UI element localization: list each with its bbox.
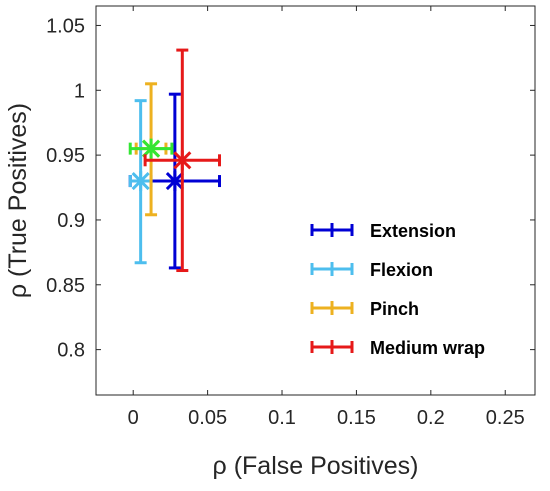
legend-entry-extension: Extension [310, 221, 456, 241]
legend-label: Pinch [370, 299, 419, 319]
legend-entry-medium-wrap: Medium wrap [310, 338, 485, 358]
axes-box [95, 5, 536, 396]
x-tick-label: 0.15 [337, 407, 376, 429]
x-tick-label: 0 [128, 407, 139, 429]
data-point-marker [131, 171, 150, 192]
data-point-marker [173, 150, 192, 171]
x-tick-label: 0.2 [417, 407, 445, 429]
y-tick-label: 0.85 [46, 275, 85, 297]
series-marks [128, 48, 222, 273]
legend-entry-pinch: Pinch [310, 299, 419, 319]
data-point-marker [165, 171, 184, 192]
x-tick-label: 0.05 [188, 407, 227, 429]
x-axis-label: ρ (False Positives) [213, 452, 419, 480]
x-tick-label: 0.1 [268, 407, 296, 429]
tick-labels: 0 0.05 0.1 0.15 0.2 0.25 0.8 0.85 0.9 0.95 1 1.05 [46, 15, 525, 429]
y-tick-label: 1 [74, 80, 85, 102]
y-tick-label: 0.9 [57, 210, 85, 232]
y-axis-label: ρ (True Positives) [4, 103, 32, 298]
y-tick-label: 1.05 [46, 15, 85, 37]
y-tick-label: 0.95 [46, 145, 85, 167]
data-point-marker [142, 138, 161, 159]
series-unlabeled-3 [128, 138, 174, 159]
legend-entry-flexion: Flexion [310, 260, 433, 280]
legend-label: Extension [370, 221, 456, 241]
x-tick-label: 0.25 [486, 407, 525, 429]
series-medium-wrap [143, 48, 222, 273]
plot-area [95, 5, 536, 396]
legend-label: Medium wrap [370, 338, 485, 358]
y-tick-label: 0.8 [57, 340, 85, 362]
legend-label: Flexion [370, 260, 433, 280]
legend: Extension Flexion Pinch Medium wrap [310, 221, 485, 358]
